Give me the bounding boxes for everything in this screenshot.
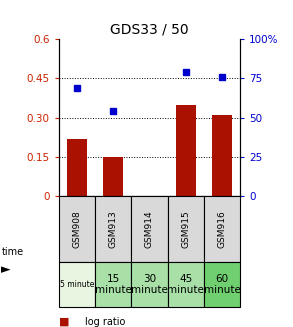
Text: ■: ■	[59, 317, 69, 327]
Text: 30
minute: 30 minute	[131, 274, 168, 295]
Bar	[95, 262, 131, 307]
Bar	[67, 139, 87, 196]
Text: GSM908: GSM908	[72, 210, 81, 248]
Bar	[204, 262, 240, 307]
Text: 15
minute: 15 minute	[95, 274, 132, 295]
Text: log ratio: log ratio	[85, 317, 125, 327]
Text: time: time	[1, 247, 24, 257]
Bar	[176, 105, 196, 196]
Bar	[168, 196, 204, 262]
Text: GSM915: GSM915	[181, 210, 190, 248]
Bar	[131, 196, 168, 262]
Bar	[168, 262, 204, 307]
Bar	[212, 115, 232, 196]
Bar	[59, 196, 95, 262]
Text: 5 minute: 5 minute	[59, 280, 94, 289]
Bar	[131, 262, 168, 307]
Text: 45
minute: 45 minute	[167, 274, 204, 295]
Title: GDS33 / 50: GDS33 / 50	[110, 23, 189, 37]
Text: GSM913: GSM913	[109, 210, 117, 248]
Bar	[95, 196, 131, 262]
Bar	[204, 196, 240, 262]
Bar	[103, 157, 123, 196]
Text: GSM914: GSM914	[145, 210, 154, 248]
Bar	[59, 262, 95, 307]
Text: 60
minute: 60 minute	[204, 274, 241, 295]
Text: GSM916: GSM916	[218, 210, 226, 248]
Text: ►: ►	[1, 263, 11, 276]
